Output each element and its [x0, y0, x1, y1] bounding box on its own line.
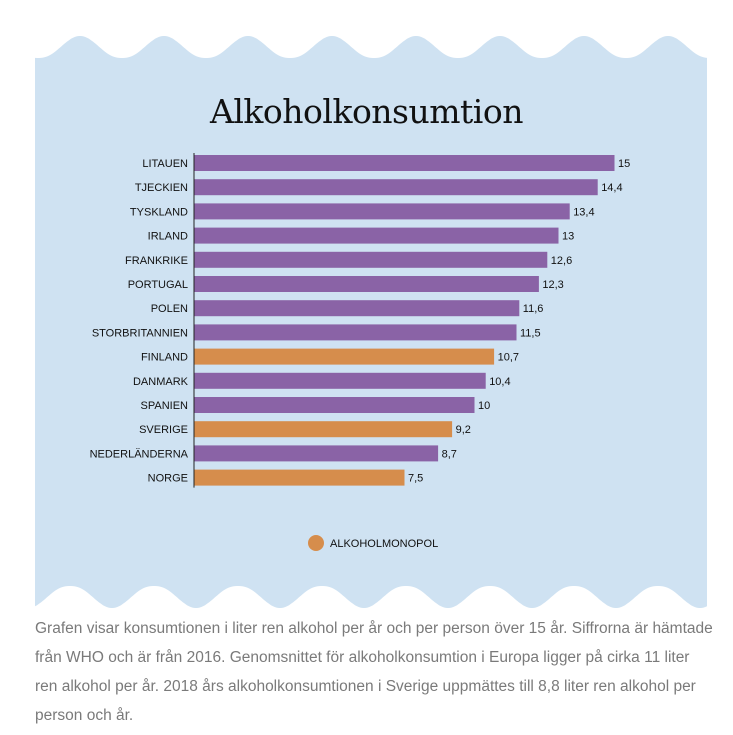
- category-label: FINLAND: [141, 352, 188, 364]
- value-label: 9,2: [456, 424, 471, 436]
- bar: [194, 227, 559, 244]
- bar: [194, 324, 517, 341]
- bar: [194, 445, 439, 462]
- category-label: SVERIGE: [139, 424, 188, 436]
- value-label: 10,4: [489, 376, 510, 388]
- category-label: IRLAND: [148, 231, 188, 243]
- bar: [194, 155, 615, 171]
- bar: [194, 469, 405, 486]
- category-label: LITAUEN: [142, 158, 188, 170]
- category-label: DANMARK: [133, 376, 189, 388]
- value-label: 11,5: [520, 327, 541, 339]
- value-label: 7,5: [408, 473, 423, 485]
- bar: [194, 203, 570, 220]
- bar: [194, 251, 548, 268]
- chart-caption: Grafen visar konsumtionen i liter ren al…: [35, 620, 713, 724]
- category-label: NEDERLÄNDERNA: [90, 448, 189, 460]
- category-label: FRANKRIKE: [125, 255, 188, 267]
- legend-swatch: [308, 535, 324, 551]
- value-label: 12,6: [551, 255, 572, 267]
- category-label: NORGE: [148, 473, 188, 485]
- value-label: 14,4: [601, 182, 622, 194]
- category-label: POLEN: [151, 303, 188, 315]
- value-label: 12,3: [542, 279, 563, 291]
- bar: [194, 179, 598, 196]
- category-label: SPANIEN: [141, 400, 189, 412]
- category-label: TJECKIEN: [135, 182, 188, 194]
- bar: [194, 276, 539, 292]
- bar: [194, 348, 495, 365]
- legend-label: ALKOHOLMONOPOL: [330, 538, 438, 550]
- value-label: 10,7: [498, 352, 519, 364]
- bar: [194, 421, 453, 438]
- category-label: TYSKLAND: [130, 206, 188, 218]
- chart-title: Alkoholkonsumtion: [210, 92, 523, 131]
- value-label: 11,6: [523, 303, 544, 315]
- bar: [194, 300, 520, 317]
- value-label: 13: [562, 231, 574, 243]
- value-label: 13,4: [573, 206, 594, 218]
- bar: [194, 397, 475, 413]
- bar: [194, 372, 486, 389]
- category-label: PORTUGAL: [128, 279, 188, 291]
- category-label: STORBRITANNIEN: [92, 327, 188, 339]
- value-label: 10: [478, 400, 490, 412]
- value-label: 8,7: [442, 448, 457, 460]
- value-label: 15: [618, 158, 630, 170]
- bar-chart: LITAUEN 15 TJECKIEN 14,4 TYSKLAND 13,4 IRLAND 1…: [90, 153, 630, 551]
- panel-shape: [35, 36, 707, 608]
